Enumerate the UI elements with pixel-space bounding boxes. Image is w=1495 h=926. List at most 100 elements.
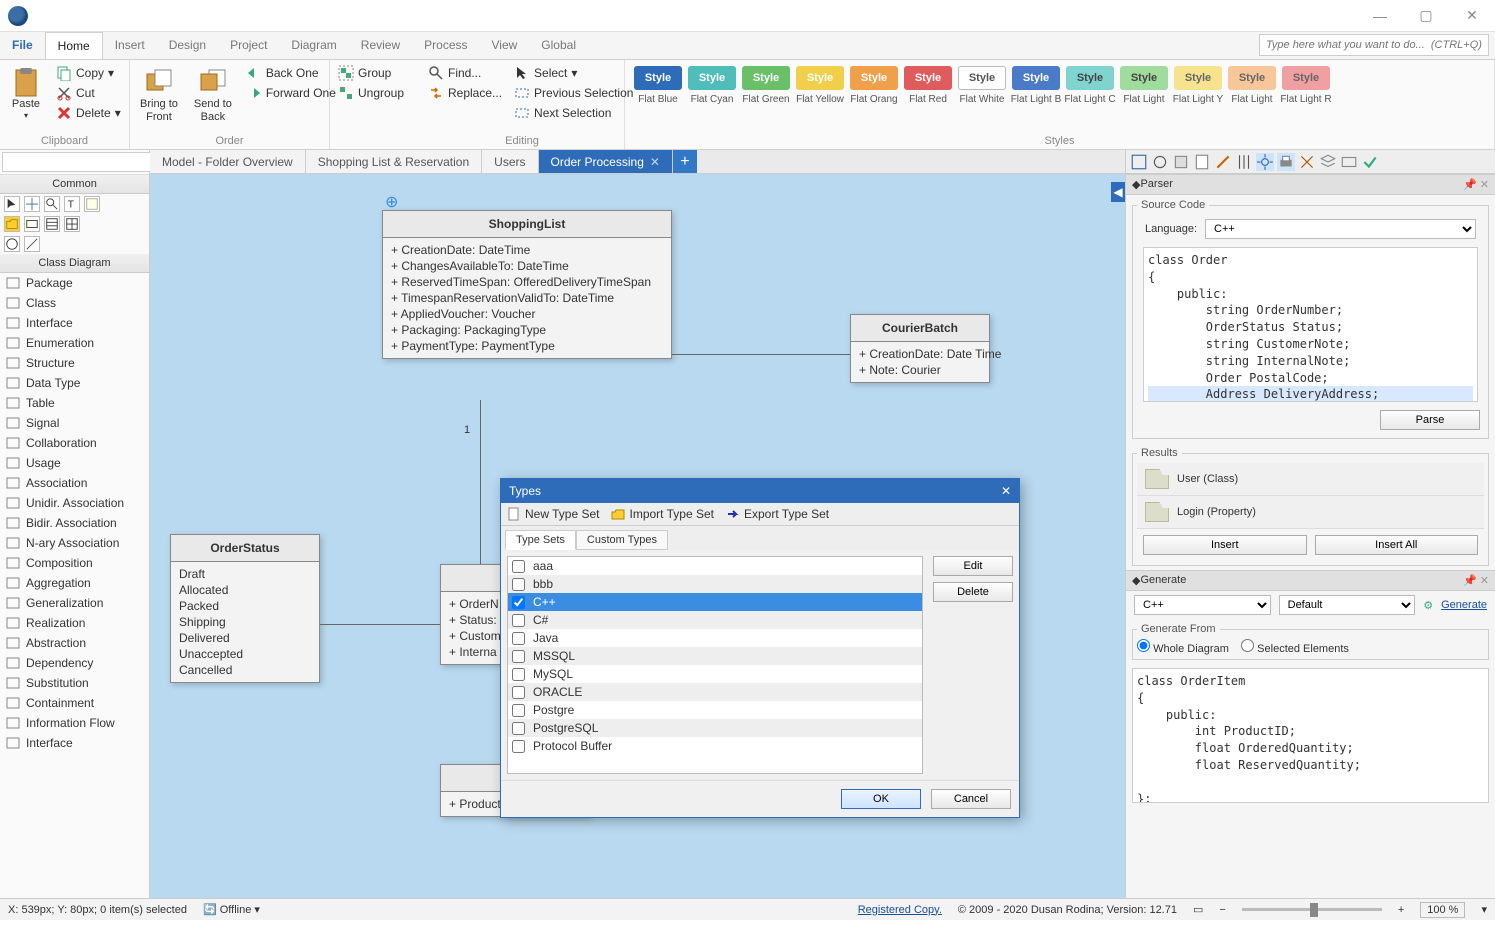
generate-code-box[interactable]: class OrderItem{ public: int ProductID; …	[1132, 668, 1489, 803]
move-tool-icon[interactable]	[24, 196, 40, 212]
type-list[interactable]: aaabbbC++C#JavaMSSQLMySQLORACLEPostgrePo…	[507, 556, 923, 774]
toolbar-icon[interactable]	[1172, 153, 1190, 171]
check-icon[interactable]	[1361, 153, 1379, 171]
menu-home[interactable]: Home	[45, 32, 103, 59]
import-type-set-button[interactable]: Import Type Set	[611, 507, 714, 521]
whole-diagram-radio[interactable]: Whole Diagram	[1137, 643, 1229, 655]
type-checkbox[interactable]	[512, 650, 525, 663]
type-row[interactable]: C#	[508, 611, 922, 629]
type-checkbox[interactable]	[512, 740, 525, 753]
type-checkbox[interactable]	[512, 722, 525, 735]
status-registered[interactable]: Registered Copy.	[858, 904, 942, 916]
language-select[interactable]: C++	[1205, 219, 1476, 239]
type-row[interactable]: C++	[508, 593, 922, 611]
class-order-status[interactable]: OrderStatus DraftAllocatedPackedShipping…	[170, 534, 320, 683]
dialog-close-icon[interactable]: ✕	[1001, 484, 1011, 498]
prev-selection-button[interactable]: Previous Selection	[512, 84, 635, 102]
type-checkbox[interactable]	[512, 632, 525, 645]
pin-icon[interactable]: 📌 ✕	[1463, 178, 1489, 191]
style-swatch[interactable]: Style	[688, 66, 736, 90]
line-tool-icon[interactable]	[24, 236, 40, 252]
new-type-set-button[interactable]: New Type Set	[507, 507, 599, 521]
grid-tool-icon[interactable]	[64, 216, 80, 232]
ok-button[interactable]: OK	[841, 789, 921, 809]
palette-item[interactable]: Package	[0, 273, 149, 293]
palette-item[interactable]: Generalization	[0, 593, 149, 613]
pointer-tool-icon[interactable]	[4, 196, 20, 212]
back-one-button[interactable]: Back One	[244, 64, 338, 82]
result-item-login[interactable]: Login (Property)	[1137, 496, 1484, 529]
type-row[interactable]: Postgre	[508, 701, 922, 719]
toolbar-icon[interactable]	[1193, 153, 1211, 171]
delete-type-button[interactable]: Delete	[933, 582, 1013, 602]
pin-icon[interactable]: 📌 ✕	[1463, 574, 1489, 587]
type-checkbox[interactable]	[512, 704, 525, 717]
type-row[interactable]: MSSQL	[508, 647, 922, 665]
style-swatch[interactable]: Style	[850, 66, 898, 90]
palette-item[interactable]: Bidir. Association	[0, 513, 149, 533]
cancel-button[interactable]: Cancel	[931, 789, 1011, 809]
style-swatch[interactable]: Style	[1066, 66, 1114, 90]
parser-code-box[interactable]: class Order{ public: string OrderNumber;…	[1143, 247, 1478, 402]
style-swatch[interactable]: Style	[1228, 66, 1276, 90]
parse-button[interactable]: Parse	[1380, 410, 1480, 430]
close-window-button[interactable]: ✕	[1449, 0, 1495, 32]
palette-item[interactable]: Composition	[0, 553, 149, 573]
insert-all-button[interactable]: Insert All	[1315, 535, 1479, 555]
text-tool-icon[interactable]: T	[64, 196, 80, 212]
export-type-set-button[interactable]: Export Type Set	[726, 507, 829, 521]
bring-to-front-button[interactable]: Bring to Front	[136, 64, 182, 135]
copy-button[interactable]: Copy ▾	[54, 64, 123, 82]
circle-tool-icon[interactable]	[4, 236, 20, 252]
toolbar-icon[interactable]	[1298, 153, 1316, 171]
palette-item[interactable]: Collaboration	[0, 433, 149, 453]
menu-design[interactable]: Design	[157, 32, 218, 59]
minimize-button[interactable]: —	[1357, 0, 1403, 32]
menu-insert[interactable]: Insert	[103, 32, 157, 59]
search-input[interactable]	[1259, 34, 1489, 56]
cut-button[interactable]: Cut	[54, 84, 123, 102]
type-row[interactable]: ORACLE	[508, 683, 922, 701]
type-row[interactable]: PostgreSQL	[508, 719, 922, 737]
palette-item[interactable]: Dependency	[0, 653, 149, 673]
class-diagram-header[interactable]: Class Diagram	[0, 254, 149, 273]
palette-item[interactable]: N-ary Association	[0, 533, 149, 553]
style-swatch[interactable]: Style	[796, 66, 844, 90]
group-button[interactable]: Group	[336, 64, 406, 82]
add-tab-button[interactable]: +	[673, 150, 697, 173]
zoom-slider[interactable]	[1242, 908, 1382, 911]
style-swatch[interactable]: Style	[634, 66, 682, 90]
palette-item[interactable]: Association	[0, 473, 149, 493]
palette-item[interactable]: Signal	[0, 413, 149, 433]
palette-item[interactable]: Usage	[0, 453, 149, 473]
rect-tool-icon[interactable]	[24, 216, 40, 232]
insert-button[interactable]: Insert	[1143, 535, 1307, 555]
style-swatch[interactable]: Style	[904, 66, 952, 90]
add-element-icon[interactable]: ⊕	[385, 192, 398, 212]
class-shopping-list[interactable]: ShoppingList + CreationDate: DateTime+ C…	[382, 210, 672, 359]
style-swatch[interactable]: Style	[742, 66, 790, 90]
toolbar-icon[interactable]	[1214, 153, 1232, 171]
type-checkbox[interactable]	[512, 596, 525, 609]
next-selection-button[interactable]: Next Selection	[512, 104, 635, 122]
type-checkbox[interactable]	[512, 686, 525, 699]
find-button[interactable]: Find...	[426, 64, 504, 82]
palette-item[interactable]: Structure	[0, 353, 149, 373]
print-icon[interactable]	[1277, 153, 1295, 171]
dialog-tab-type-sets[interactable]: Type Sets	[505, 530, 576, 550]
forward-one-button[interactable]: Forward One	[244, 84, 338, 102]
generate-lang-select[interactable]: C++	[1134, 595, 1271, 615]
replace-button[interactable]: Replace...	[426, 84, 504, 102]
class-courier-batch[interactable]: CourierBatch + CreationDate: Date Time+ …	[850, 314, 990, 383]
layers-icon[interactable]	[1319, 153, 1337, 171]
palette-item[interactable]: Abstraction	[0, 633, 149, 653]
menu-project[interactable]: Project	[218, 32, 279, 59]
palette-item[interactable]: Interface	[0, 733, 149, 753]
style-swatch[interactable]: Style	[1012, 66, 1060, 90]
common-header[interactable]: Common	[0, 175, 149, 194]
type-checkbox[interactable]	[512, 668, 525, 681]
maximize-button[interactable]: ▢	[1403, 0, 1449, 32]
menu-process[interactable]: Process	[412, 32, 479, 59]
zoom-in-icon[interactable]: +	[1398, 904, 1404, 916]
type-row[interactable]: Protocol Buffer	[508, 737, 922, 755]
